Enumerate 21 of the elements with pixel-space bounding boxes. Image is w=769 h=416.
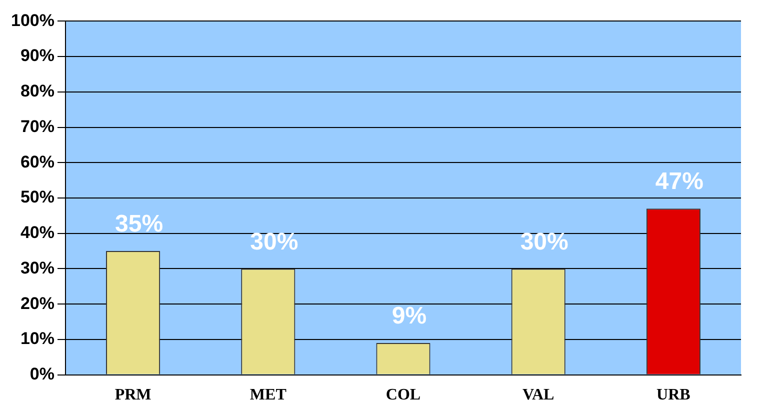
x-tick-label: VAL — [522, 386, 554, 404]
y-tick-label: 20% — [20, 294, 54, 313]
data-label: 9% — [392, 302, 427, 330]
y-tick-label: 40% — [20, 223, 54, 242]
data-label: 30% — [520, 228, 568, 256]
y-tick-label: 70% — [20, 116, 54, 136]
y-tick-label: 10% — [20, 329, 54, 348]
y-tick-label: 80% — [20, 82, 54, 101]
y-tick-label: 0% — [30, 364, 54, 384]
y-tick-label: 60% — [20, 152, 54, 172]
data-label: 30% — [250, 228, 298, 256]
y-tick-label: 50% — [20, 188, 54, 207]
x-tick-label: PRM — [114, 386, 152, 404]
x-tick-label: URB — [656, 386, 691, 404]
y-tick-label: 90% — [20, 46, 54, 66]
y-tick-label: 100% — [10, 10, 54, 30]
data-label: 35% — [115, 210, 164, 238]
x-tick-label: MET — [250, 386, 287, 404]
data-label: 47% — [655, 168, 704, 196]
y-tick-label: 30% — [20, 258, 54, 278]
x-tick-label: COL — [386, 386, 421, 404]
